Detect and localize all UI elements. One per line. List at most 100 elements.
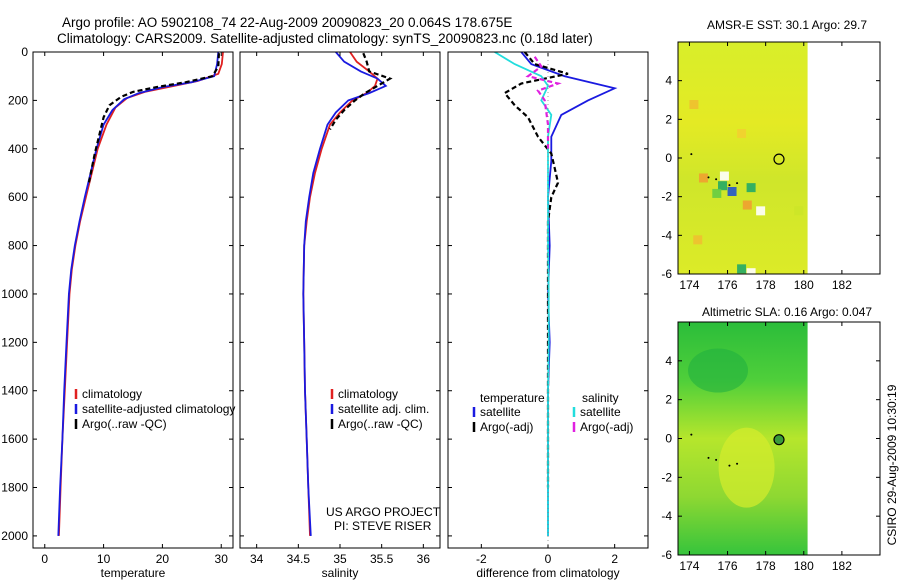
figure-title-line2: Climatology: CARS2009. Satellite-adjuste… [57, 31, 593, 46]
argo-location-marker [773, 434, 785, 446]
legend-entry: Argo(..raw -QC) [338, 417, 423, 431]
y-tick-label: -2 [661, 470, 672, 484]
difference-series-line [494, 52, 553, 536]
x-tick-label: 30 [215, 552, 229, 566]
temperature-series-line [58, 52, 224, 536]
sla-map-panel: 174 176 178 180 182 -6 -4 -2 0 2 4 Altimetric SLA: … [661, 305, 881, 573]
y-tick-label: 1800 [1, 481, 28, 495]
y-tick-label: 600 [8, 190, 28, 204]
x-tick-label: -2 [476, 552, 487, 566]
argo-location-marker [773, 153, 785, 165]
island-dot [728, 464, 731, 467]
island-dot [736, 182, 739, 185]
y-tick-label: 800 [8, 239, 28, 253]
sla-blob [688, 348, 749, 393]
sst-patch [737, 129, 747, 138]
y-tick-label: 0 [665, 151, 672, 165]
y-tick-label: 0 [665, 432, 672, 446]
x-tick-label: 34.5 [287, 552, 311, 566]
x-tick-label: 20 [156, 552, 170, 566]
sla_map-title: Altimetric SLA: 0.16 Argo: 0.047 [702, 305, 872, 319]
y-tick-label: 4 [665, 354, 672, 368]
salinity-panel: 34 34.5 35 35.5 36 salinity climatologysatelli… [239, 51, 441, 580]
difference-x-label: difference from climatology [476, 566, 619, 580]
x-tick-label: 0 [545, 552, 552, 566]
legend-group-title: temperature [480, 391, 545, 405]
temperature-x-label: temperature [101, 566, 166, 580]
temperature-series-line [87, 53, 220, 183]
legend-group-title: salinity [582, 391, 619, 405]
temperature-panel: 0 10 20 30 temperature 0 200 400 600 800 1000 1200 1… [1, 45, 235, 580]
temperature-frame [32, 51, 234, 549]
x-tick-label: 35.5 [370, 552, 394, 566]
island-dot [690, 433, 693, 436]
y-tick-label: 2 [665, 112, 672, 126]
legend-entry: climatology [82, 387, 142, 401]
x-tick-label: 174 [679, 559, 699, 573]
x-tick-label: 182 [832, 278, 852, 292]
figure-title-line1: Argo profile: AO 5902108_74 22-Aug-2009 … [62, 15, 512, 30]
sst-patch [689, 100, 699, 109]
sst-map-panel: 174 176 178 180 182 -6 -4 -2 0 2 4 AMSR-E SST: 30.1… [661, 18, 881, 292]
sst-patch [719, 171, 729, 181]
sst-patch [742, 200, 752, 210]
x-tick-label: 178 [756, 278, 776, 292]
island-dot [715, 458, 718, 461]
sst-patch [727, 187, 737, 196]
x-tick-label: 176 [718, 278, 738, 292]
legend-entry: satellite adj. clim. [338, 402, 429, 416]
legend-entry: Argo(-adj) [580, 420, 633, 434]
x-tick-label: 34 [250, 552, 264, 566]
sla-blob [718, 427, 775, 508]
sst-patch [698, 173, 708, 183]
legend-entry: satellite [480, 405, 521, 419]
island-dot [707, 456, 710, 459]
y-tick-label: -2 [661, 190, 672, 204]
y-tick-label: 400 [8, 142, 28, 156]
x-tick-label: 35 [333, 552, 347, 566]
y-tick-label: 1000 [1, 287, 28, 301]
difference-series-line [525, 56, 562, 149]
x-tick-label: 182 [832, 559, 852, 573]
island-dot [715, 178, 718, 181]
y-tick-label: -4 [661, 228, 672, 242]
y-tick-label: 2 [665, 393, 672, 407]
y-tick-label: 1400 [1, 384, 28, 398]
y-tick-label: -6 [661, 267, 672, 281]
y-tick-label: -4 [661, 509, 672, 523]
y-tick-label: 2000 [1, 529, 28, 543]
sst_map-title: AMSR-E SST: 30.1 Argo: 29.7 [707, 18, 867, 32]
x-tick-label: 178 [756, 559, 776, 573]
sst-patch [746, 183, 756, 193]
sst-patch [737, 264, 747, 274]
island-dot [736, 462, 739, 465]
legend-entry: satellite-adjusted climatology [82, 402, 235, 416]
y-tick-label: 4 [665, 74, 672, 88]
salinity-x-label: salinity [322, 566, 359, 580]
island-dot [728, 184, 731, 187]
y-tick-label: 1200 [1, 335, 28, 349]
island-dot [690, 153, 693, 156]
island-dot [707, 176, 710, 179]
salinity-series-line [302, 52, 388, 536]
difference-series-line [520, 52, 618, 536]
x-tick-label: 174 [679, 278, 699, 292]
legend-entry: Argo(-adj) [480, 420, 533, 434]
x-tick-label: 180 [794, 278, 814, 292]
temperature-series-line [57, 52, 220, 536]
y-tick-label: -6 [661, 548, 672, 562]
legend-entry: climatology [338, 387, 398, 401]
project-note: US ARGO PROJECT [326, 505, 441, 519]
y-tick-label: 1600 [1, 432, 28, 446]
y-tick-label: 200 [8, 93, 28, 107]
sst-patch [712, 188, 722, 198]
sst-patch [756, 206, 766, 216]
y-tick-label: 0 [21, 45, 28, 59]
pi-note: PI: STEVE RISER [334, 519, 432, 533]
x-tick-label: 0 [41, 552, 48, 566]
x-tick-label: 176 [718, 559, 738, 573]
salinity-series-line [302, 52, 379, 536]
csiro-timestamp: CSIRO 29-Aug-2009 10:30:19 [885, 384, 899, 545]
